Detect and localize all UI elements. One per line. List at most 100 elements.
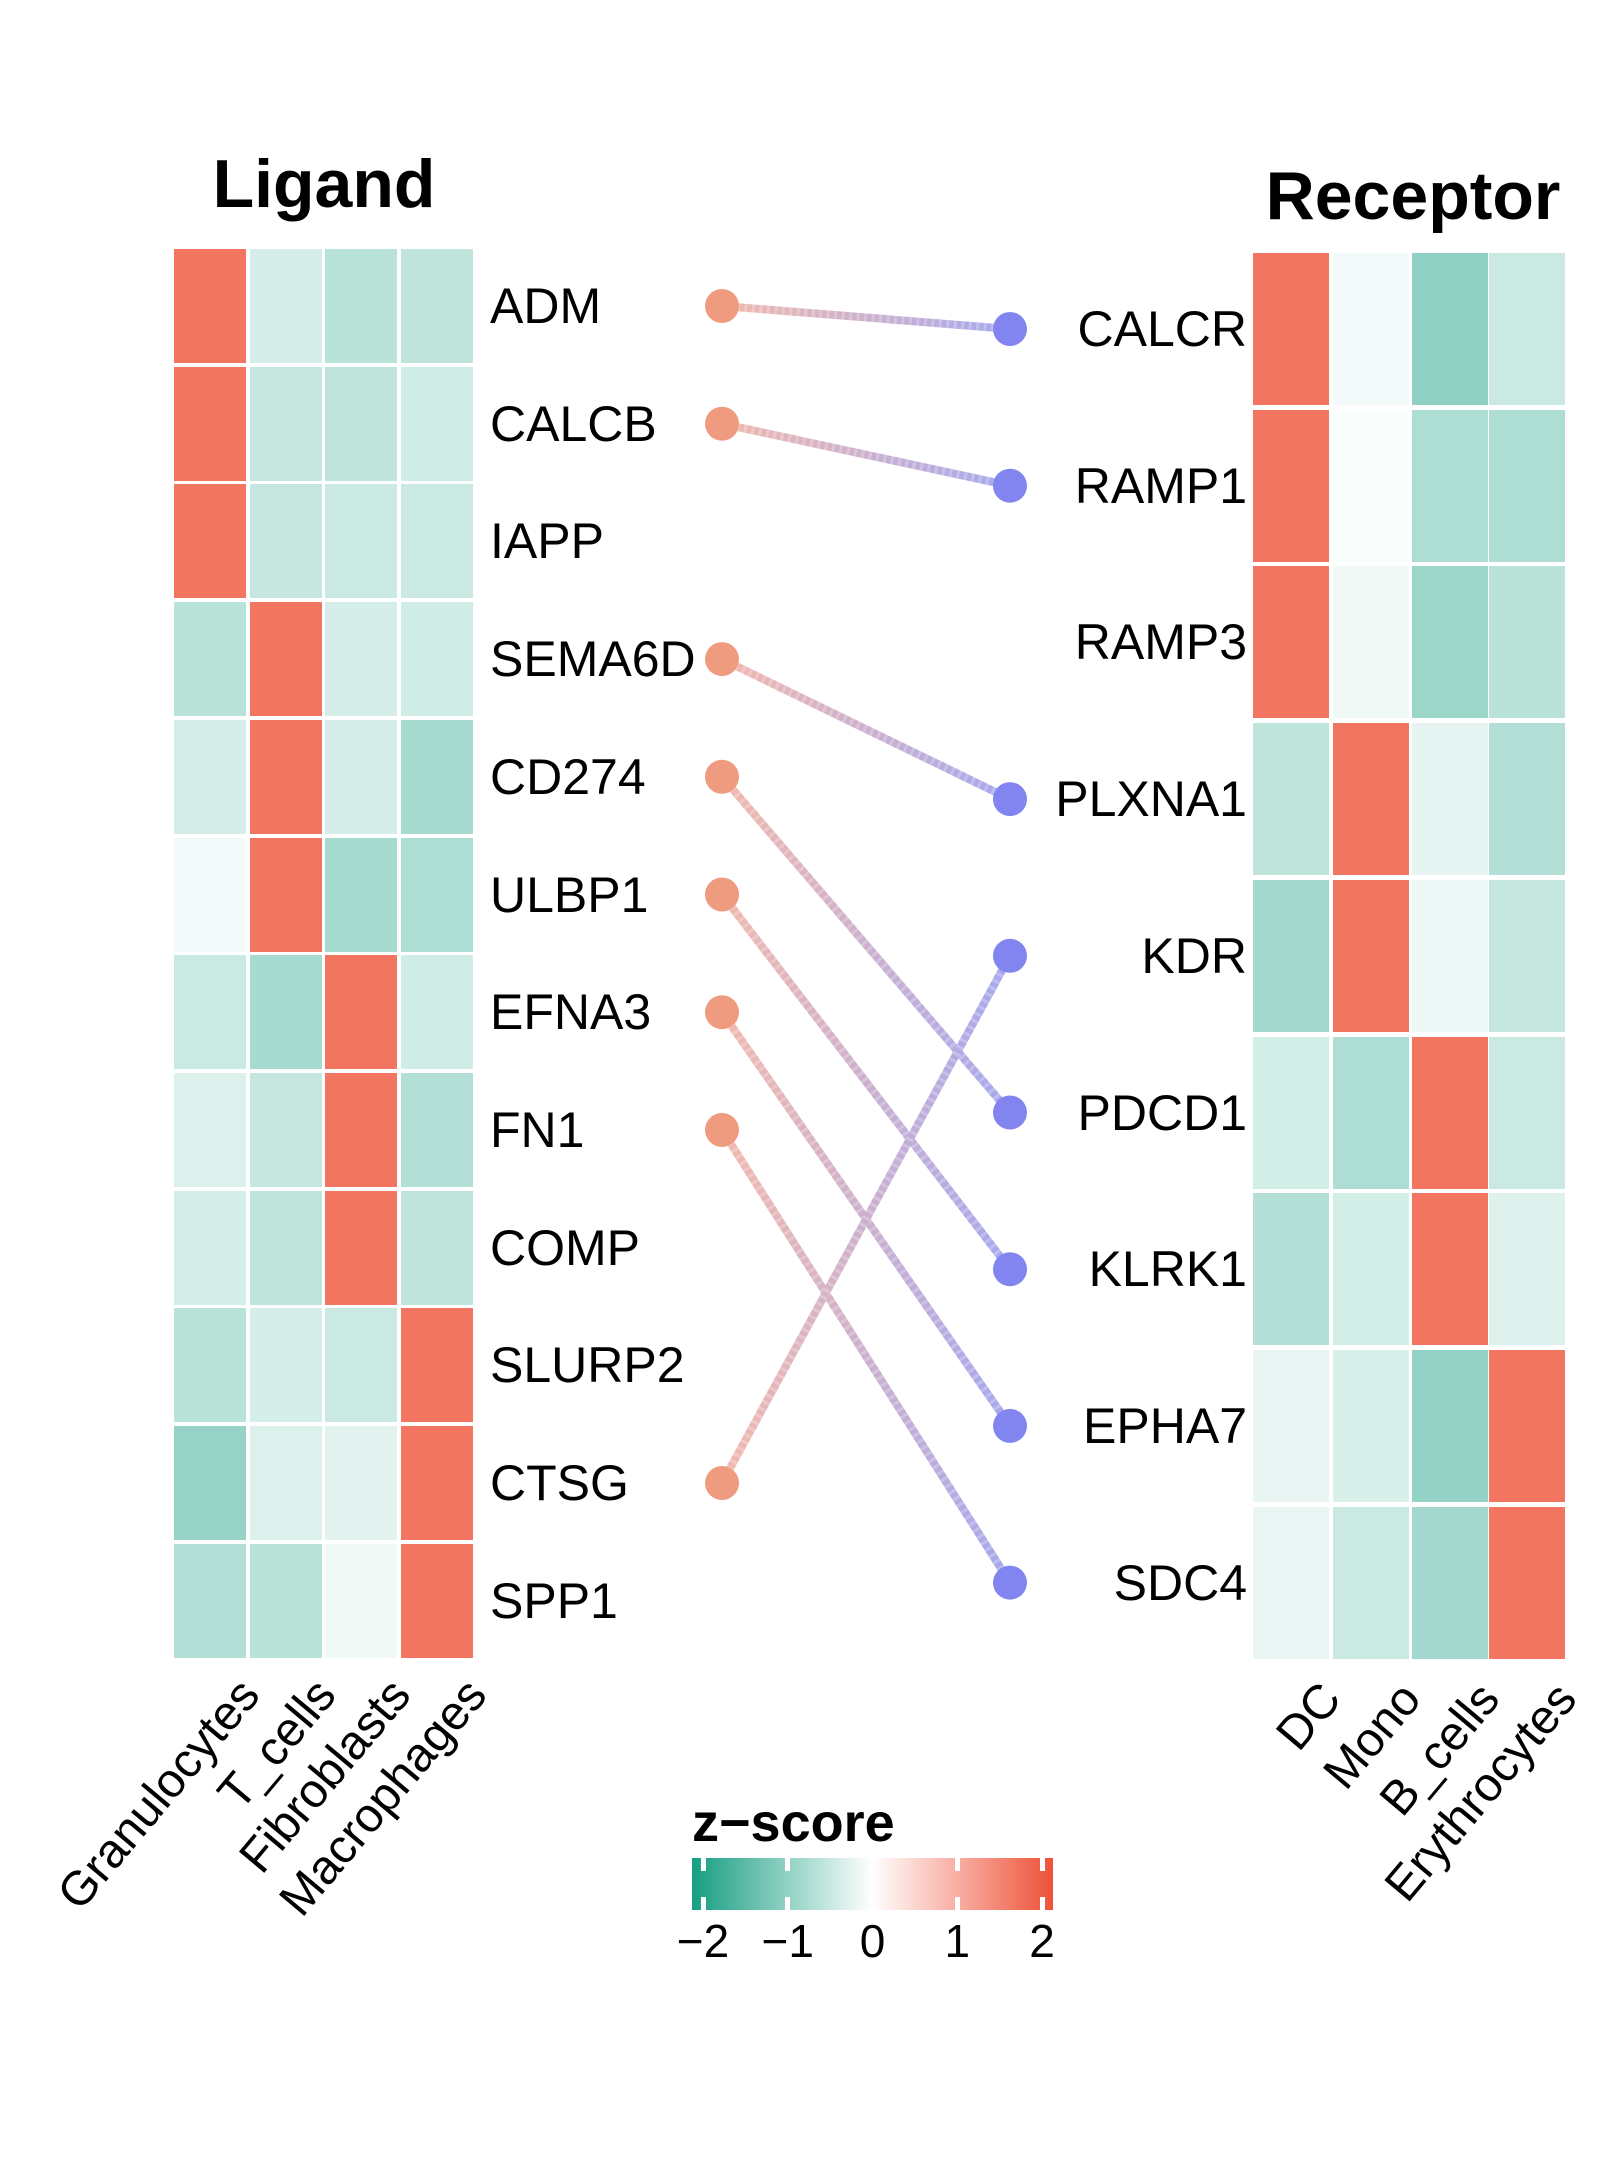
heatmap-cell-SLURP2-Granulocytes	[174, 1308, 246, 1423]
heatmap-cell-ULBP1-Granulocytes	[174, 837, 246, 952]
heatmap-cell-SLURP2-Macrophages	[401, 1308, 473, 1423]
heatmap-cell-PLXNA1-B_cells	[1412, 723, 1488, 876]
heatmap-cell-IAPP-T_cells	[250, 484, 322, 599]
legend-tick-label-2: 2	[1029, 1915, 1055, 1967]
heatmap-cell-CTSG-Macrophages	[401, 1426, 473, 1540]
heatmap-cell-SEMA6D-Fibroblasts	[325, 602, 397, 717]
row-label-FN1: FN1	[490, 1101, 585, 1158]
heatmap-cell-SDC4-DC	[1253, 1506, 1329, 1659]
heatmap-cell-PLXNA1-Erythrocytes	[1489, 723, 1565, 876]
heatmap-cell-SDC4-B_cells	[1412, 1506, 1488, 1659]
heatmap-cell-CALCR-B_cells	[1412, 253, 1488, 405]
heatmap-cell-CD274-Granulocytes	[174, 719, 246, 834]
legend-tick-mark	[700, 1858, 706, 1871]
link-line-texture	[718, 1127, 1014, 1585]
heatmap-cell-RAMP1-Mono	[1333, 409, 1409, 562]
ligand-panel-title: Ligand	[212, 146, 436, 222]
row-label-SEMA6D: SEMA6D	[490, 631, 696, 688]
heatmap-cell-IAPP-Fibroblasts	[325, 484, 397, 599]
legend-tick-mark	[870, 1897, 875, 1910]
row-label-PLXNA1: PLXNA1	[1055, 771, 1247, 828]
heatmap-cell-CALCB-T_cells	[250, 366, 322, 481]
heatmap-cell-CTSG-Granulocytes	[174, 1426, 246, 1540]
link-line-texture	[718, 1009, 1014, 1429]
heatmap-cell-PLXNA1-Mono	[1333, 723, 1409, 876]
row-label-RAMP1: RAMP1	[1074, 457, 1247, 514]
heatmap-cell-IAPP-Granulocytes	[174, 484, 246, 599]
heatmap-cell-ADM-Macrophages	[401, 249, 473, 363]
heatmap-cell-CTSG-T_cells	[250, 1426, 322, 1540]
heatmap-cell-ADM-T_cells	[250, 249, 322, 363]
heatmap-cell-ADM-Fibroblasts	[325, 249, 397, 363]
heatmap-cell-SPP1-T_cells	[250, 1543, 322, 1658]
legend-tick-mark	[870, 1858, 875, 1871]
heatmap-cell-CD274-T_cells	[250, 719, 322, 834]
heatmap-cell-FN1-T_cells	[250, 1072, 322, 1187]
heatmap-cell-KLRK1-B_cells	[1412, 1193, 1488, 1346]
heatmap-cell-SEMA6D-T_cells	[250, 602, 322, 717]
row-label-ADM: ADM	[490, 278, 602, 334]
heatmap-cell-PLXNA1-DC	[1253, 723, 1329, 876]
heatmap-cell-SPP1-Fibroblasts	[325, 1543, 397, 1658]
heatmap-cell-RAMP1-B_cells	[1412, 409, 1488, 562]
heatmap-cell-RAMP3-B_cells	[1412, 566, 1488, 719]
heatmap-cell-ULBP1-T_cells	[250, 837, 322, 952]
heatmap-cell-FN1-Granulocytes	[174, 1072, 246, 1187]
heatmap-cell-ULBP1-Macrophages	[401, 837, 473, 952]
legend-tick-label-0: 0	[859, 1915, 886, 1967]
heatmap-cell-PDCD1-B_cells	[1412, 1036, 1488, 1189]
heatmap-cell-COMP-Granulocytes	[174, 1190, 246, 1305]
heatmap-cell-EPHA7-B_cells	[1412, 1349, 1488, 1502]
legend-tick-mark	[785, 1858, 791, 1871]
legend-title: z−score	[692, 1793, 895, 1853]
row-label-KDR: KDR	[1141, 927, 1247, 984]
legend-tick-mark	[954, 1897, 960, 1910]
row-label-PDCD1: PDCD1	[1077, 1084, 1247, 1141]
ligand-dot-CD274	[705, 759, 739, 794]
heatmap-cell-KLRK1-DC	[1253, 1193, 1329, 1346]
heatmap-cell-KDR-Mono	[1333, 879, 1409, 1032]
ligand-dot-ADM	[705, 289, 739, 323]
legend-tick-mark	[785, 1897, 791, 1910]
heatmap-cell-SPP1-Granulocytes	[174, 1543, 246, 1658]
row-label-KLRK1: KLRK1	[1088, 1241, 1247, 1298]
heatmap-cell-EFNA3-Macrophages	[401, 955, 473, 1070]
heatmap-cell-ADM-Granulocytes	[174, 249, 246, 363]
legend-tick-label-1: 1	[944, 1915, 971, 1967]
ligand-dot-FN1	[705, 1112, 739, 1147]
ligand-dot-EFNA3	[705, 995, 739, 1030]
row-label-RAMP3: RAMP3	[1074, 614, 1247, 671]
heatmap-cell-KLRK1-Erythrocytes	[1489, 1193, 1565, 1346]
legend-tick-label-−1: −1	[761, 1915, 814, 1967]
legend-tick-mark	[700, 1897, 706, 1910]
heatmap-cell-IAPP-Macrophages	[401, 484, 473, 599]
heatmap-cell-CALCR-Erythrocytes	[1489, 253, 1565, 405]
link-line-FN1-SDC4	[718, 1125, 1014, 1587]
heatmap-cell-SLURP2-T_cells	[250, 1308, 322, 1423]
ligand-dot-SEMA6D	[705, 642, 739, 677]
heatmap-cell-PDCD1-Mono	[1333, 1036, 1409, 1189]
heatmap-cell-SDC4-Erythrocytes	[1489, 1506, 1565, 1659]
heatmap-cell-PDCD1-Erythrocytes	[1489, 1036, 1565, 1189]
row-label-EPHA7: EPHA7	[1083, 1397, 1247, 1454]
heatmap-cell-COMP-Fibroblasts	[325, 1190, 397, 1305]
heatmap-cell-RAMP1-DC	[1253, 409, 1329, 562]
heatmap-cell-CALCB-Macrophages	[401, 366, 473, 481]
legend-tick-mark	[954, 1858, 960, 1871]
heatmap-cell-EPHA7-Erythrocytes	[1489, 1349, 1565, 1502]
ligand-dot-CALCB	[705, 406, 739, 441]
receptor-panel-title: Receptor	[1265, 158, 1561, 234]
heatmap-cell-SEMA6D-Macrophages	[401, 602, 473, 717]
legend-tick-mark	[1039, 1858, 1045, 1871]
row-label-SLURP2: SLURP2	[490, 1337, 685, 1394]
heatmap-cell-CALCR-Mono	[1333, 253, 1409, 405]
heatmap-cell-RAMP1-Erythrocytes	[1489, 409, 1565, 562]
link-line-EFNA3-EPHA7	[718, 1008, 1014, 1430]
heatmap-cell-RAMP3-Mono	[1333, 566, 1409, 719]
heatmap-cell-FN1-Fibroblasts	[325, 1072, 397, 1187]
row-label-CALCB: CALCB	[490, 395, 657, 452]
heatmap-cell-SLURP2-Fibroblasts	[325, 1308, 397, 1423]
row-label-ULBP1: ULBP1	[490, 866, 649, 923]
heatmap-cell-COMP-T_cells	[250, 1190, 322, 1305]
